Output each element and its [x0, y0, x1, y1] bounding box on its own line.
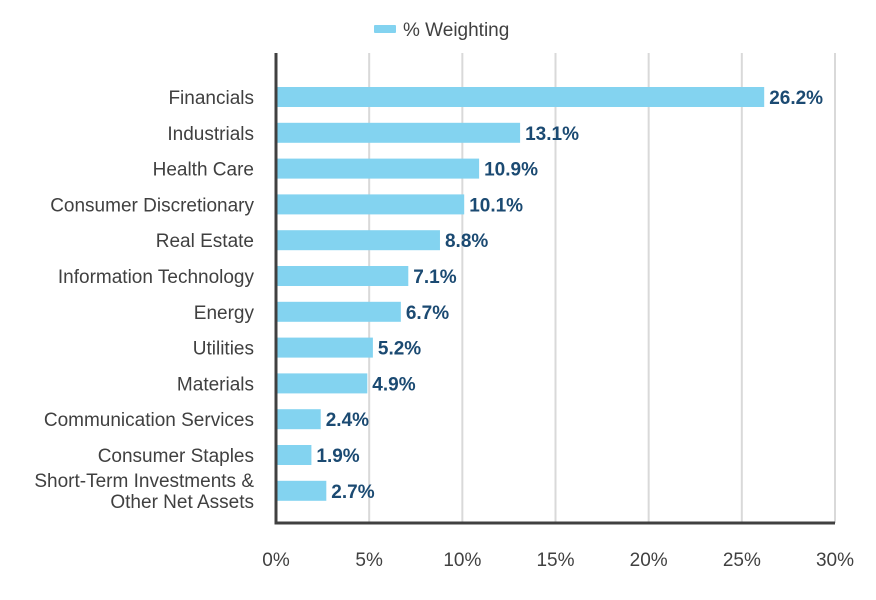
bar — [276, 158, 480, 179]
category-label: Financials — [168, 88, 254, 109]
category-label: Materials — [177, 374, 254, 395]
x-tick-label: 10% — [443, 550, 481, 571]
category-label: Other Net Assets — [110, 492, 254, 513]
category-label: Communication Services — [44, 410, 254, 431]
bar — [276, 266, 409, 286]
legend: % Weighting — [374, 20, 509, 41]
category-label: Real Estate — [156, 231, 254, 252]
category-label: Utilities — [193, 339, 254, 360]
category-label: Energy — [194, 303, 255, 324]
bar — [276, 230, 440, 251]
bar — [276, 337, 373, 358]
legend-swatch — [374, 25, 396, 33]
x-tick-label: 5% — [355, 550, 383, 571]
x-tick-label: 0% — [262, 550, 290, 571]
value-label: 5.2% — [378, 339, 421, 360]
category-label: Consumer Discretionary — [50, 195, 254, 216]
category-label: Health Care — [153, 160, 254, 181]
bar — [276, 445, 312, 465]
value-label: 7.1% — [413, 267, 456, 288]
value-label: 13.1% — [525, 124, 579, 145]
bar — [276, 480, 327, 501]
bar — [276, 373, 368, 394]
bar — [276, 194, 465, 215]
axes — [274, 53, 835, 525]
value-label: 26.2% — [769, 88, 823, 109]
category-label: Industrials — [167, 124, 254, 145]
value-label: 2.7% — [331, 482, 374, 503]
category-label: Consumer Staples — [98, 446, 254, 467]
value-label: 10.9% — [484, 160, 538, 181]
bar — [276, 301, 401, 322]
category-label: Information Technology — [58, 267, 255, 288]
value-label: 10.1% — [469, 195, 523, 216]
category-label: Short-Term Investments & — [34, 471, 254, 492]
value-label: 2.4% — [326, 410, 369, 431]
value-labels: 26.2% 13.1% 10.9% 10.1% 8.8% 7.1% 6.7% 5.2% 4.9%… — [316, 88, 823, 503]
x-tick-label: 30% — [816, 550, 854, 571]
x-axis-ticks: 0% 5% 10% 15% 20% 25% 30% — [262, 550, 854, 571]
bars — [276, 87, 765, 501]
bar — [276, 87, 765, 107]
value-label: 8.8% — [445, 231, 488, 252]
value-label: 1.9% — [316, 446, 359, 467]
bar — [276, 122, 521, 143]
value-label: 6.7% — [406, 303, 449, 324]
bar — [276, 409, 321, 430]
x-tick-label: 25% — [723, 550, 761, 571]
x-tick-label: 15% — [536, 550, 574, 571]
legend-label: % Weighting — [403, 20, 509, 41]
x-tick-label: 20% — [630, 550, 668, 571]
category-labels: Financials Industrials Health Care Consumer… — [34, 88, 254, 513]
value-label: 4.9% — [372, 374, 415, 395]
